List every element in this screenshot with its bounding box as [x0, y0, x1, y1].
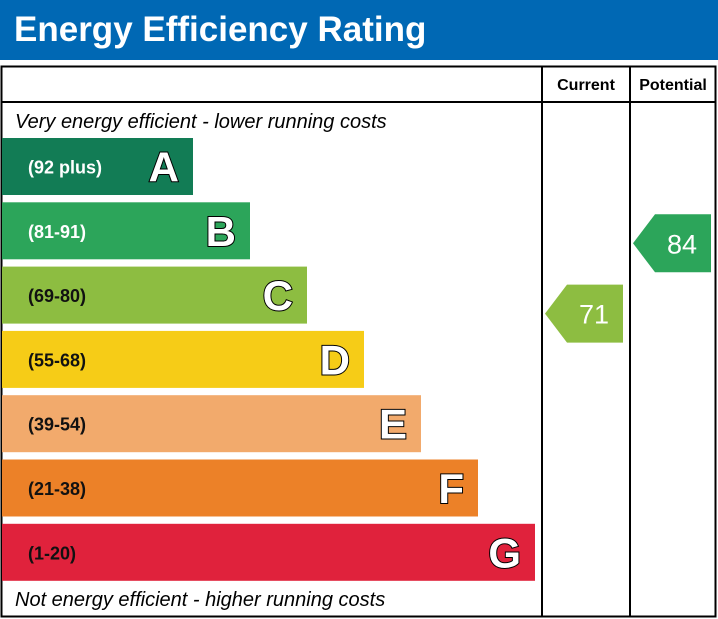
band-bar-a [2, 138, 193, 195]
band-range-d: (55-68) [28, 350, 86, 370]
band-range-g: (1-20) [28, 543, 76, 563]
header-current: Current [557, 77, 615, 94]
current-rating-arrow [545, 284, 623, 343]
potential-rating-value: 84 [667, 229, 697, 259]
band-bar-d [2, 330, 364, 388]
band-letter-d: D [320, 336, 350, 383]
band-bar-c [2, 266, 307, 324]
band-bar-f [2, 459, 478, 517]
chart-title: Energy Efficiency Rating [0, 0, 718, 60]
band-range-b: (81-91) [28, 222, 86, 242]
top-note: Very energy efficient - lower running co… [15, 111, 387, 133]
band-letter-f: F [438, 465, 464, 512]
header-potential: Potential [639, 77, 707, 94]
band-letter-a: A [149, 144, 179, 191]
bottom-note: Not energy efficient - higher running co… [15, 589, 385, 611]
band-range-c: (69-80) [28, 286, 86, 306]
band-letter-c: C [263, 272, 293, 319]
band-range-e: (39-54) [28, 415, 86, 435]
band-bar-e [2, 395, 421, 453]
band-letter-e: E [379, 401, 407, 448]
potential-rating-arrow [633, 214, 711, 273]
band-letter-g: G [488, 529, 521, 576]
band-letter-b: B [206, 208, 236, 255]
band-bar-g [2, 523, 535, 581]
current-rating-value: 71 [579, 300, 609, 330]
band-bar-b [2, 202, 250, 260]
band-range-a: (92 plus) [28, 158, 102, 178]
frame [0, 65, 717, 618]
band-range-f: (21-38) [28, 479, 86, 499]
